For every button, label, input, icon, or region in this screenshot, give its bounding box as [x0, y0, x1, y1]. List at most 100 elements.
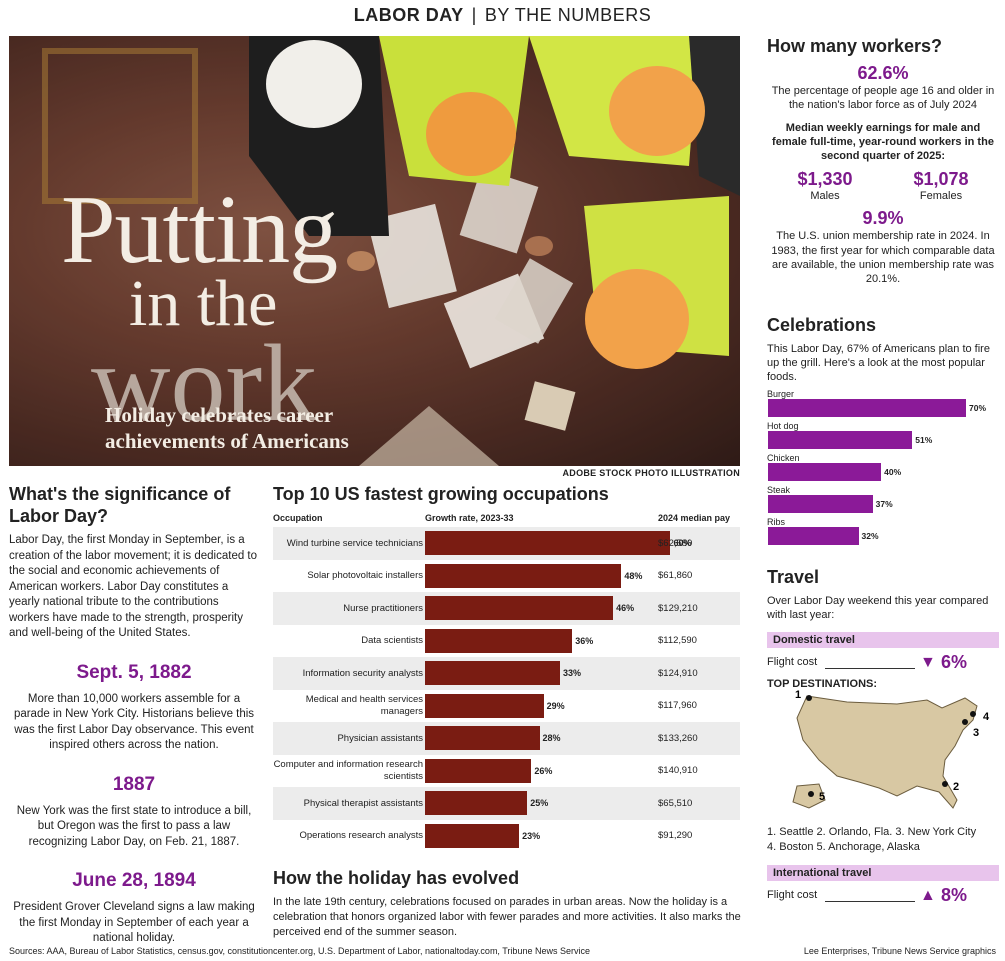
females-earnings: $1,078 Females: [913, 169, 968, 202]
food-value: 70%: [969, 402, 987, 413]
evolved-section: How the holiday has evolved In the late …: [273, 868, 743, 940]
marker-label: 4: [983, 711, 990, 723]
workers-title: How many workers?: [767, 36, 943, 56]
median-pay: $124,910: [658, 667, 698, 679]
marker-label: 3: [973, 727, 979, 739]
table-row: Information security analysts 33% $124,910: [273, 657, 740, 690]
hero-title: Putting in the work: [61, 181, 338, 444]
median-pay: $91,290: [658, 830, 693, 842]
marker-dot: [962, 719, 968, 726]
celebrations-title: Celebrations: [767, 314, 877, 335]
earnings-title: Median weekly earnings for male and fema…: [772, 121, 994, 163]
food-row: 32%: [767, 526, 999, 545]
significance-body: Labor Day, the first Monday in September…: [9, 534, 258, 640]
travel-intro: Over Labor Day weekend this year compare…: [767, 594, 989, 621]
growth-label: 36%: [575, 635, 594, 646]
marker-label: 1: [795, 690, 801, 701]
union-stat: 9.9%: [862, 208, 904, 229]
hero-subtitle: Holiday celebrates career achievements o…: [105, 403, 349, 454]
international-flight-cost: Flight cost ▲ 8%: [767, 885, 999, 909]
males-earnings: $1,330 Males: [797, 169, 852, 202]
travel-title: Travel: [767, 566, 820, 587]
labor-force-stat: 62.6%: [857, 63, 909, 83]
hero-title-line3: work: [91, 321, 318, 444]
food-row: 40%: [767, 462, 999, 481]
food-label: Burger: [767, 388, 795, 399]
table-row: Nurse practitioners 46% $129,210: [273, 592, 740, 625]
growth-bar: [425, 693, 544, 718]
males-label: Males: [810, 190, 840, 203]
destinations-legend: 1. Seattle 2. Orlando, Fla. 3. New York …: [767, 825, 999, 855]
labor-force-text: The percentage of people age 16 and olde…: [771, 85, 995, 112]
food-bar: [768, 430, 913, 449]
event-text: More than 10,000 workers assemble for a …: [13, 692, 255, 752]
occupation-name: Computer and information research scient…: [273, 759, 423, 782]
growth-label: 25%: [530, 798, 549, 809]
table-row: Medical and health services managers 29% $…: [273, 690, 740, 723]
event-date: June 28, 1894: [72, 870, 196, 892]
females-label: Females: [919, 190, 963, 203]
growth-bar: [425, 758, 532, 783]
foods-chart: Burger 70% Hot dog 51% Chicken 40% Steak 37% Rib…: [767, 389, 999, 545]
median-pay: $140,910: [658, 765, 698, 777]
header-label: LABOR DAY: [353, 4, 464, 25]
food-label: Steak: [767, 484, 791, 495]
growth-bar: [425, 661, 560, 685]
growth-bar: [425, 823, 520, 848]
celebrations-intro: This Labor Day, 67% of Americans plan to…: [767, 342, 990, 384]
food-row: 37%: [767, 494, 999, 513]
food-bar: [768, 462, 882, 481]
occupation-name: Data scientists: [361, 635, 423, 647]
growth-label: 46%: [616, 603, 635, 614]
food-label: Hot dog: [767, 420, 799, 431]
growth-label: 29%: [546, 700, 565, 711]
international-travel-band: International travel: [767, 864, 999, 881]
growth-label: 26%: [534, 765, 553, 776]
food-value: 40%: [884, 466, 902, 477]
right-column: How many workers? 62.6% The percentage o…: [767, 36, 999, 909]
growth-label: 33%: [563, 668, 582, 679]
marker-dot: [806, 695, 812, 702]
growth-label: 23%: [522, 830, 541, 841]
table-row: Physical therapist assistants 25% $65,510: [273, 787, 740, 820]
domestic-flight-value: 6%: [941, 652, 968, 673]
occupations-columns: Occupation Growth rate, 2023-33 2024 med…: [273, 511, 740, 527]
destinations-line: 4. Boston 5. Anchorage, Alaska: [767, 841, 920, 853]
occupation-name: Physical therapist assistants: [303, 797, 423, 809]
median-pay: $129,210: [658, 602, 698, 614]
occupations-chart: Top 10 US fastest growing occupations Oc…: [273, 484, 740, 852]
occupation-name: Medical and health services managers: [305, 694, 423, 717]
food-row: 51%: [767, 430, 999, 449]
earnings-row: $1,330 Males $1,078 Females: [767, 169, 999, 202]
up-arrow-icon: ▲: [920, 886, 936, 904]
food-bar: [768, 526, 859, 545]
marker-label: 5: [819, 791, 825, 803]
median-pay: $117,960: [658, 700, 697, 712]
marker-dot: [808, 791, 814, 798]
growth-bar: [425, 628, 573, 653]
col-pay: 2024 median pay: [658, 513, 731, 523]
significance-section: What's the significance of Labor Day? La…: [9, 484, 259, 947]
growth-bar: [425, 563, 622, 588]
occupation-name: Physician assistants: [337, 732, 423, 744]
food-value: 37%: [875, 498, 893, 509]
table-row: Physician assistants 28% $133,260: [273, 722, 740, 755]
domestic-travel-band: Domestic travel: [767, 632, 999, 649]
food-label: Chicken: [767, 452, 800, 463]
table-row: Wind turbine service technicians 60% $62,5…: [273, 527, 740, 560]
growth-label: 60%: [673, 538, 692, 549]
header-separator: |: [471, 4, 477, 25]
domestic-flight-cost: Flight cost ▼ 6%: [767, 652, 999, 676]
females-value: $1,078: [913, 169, 969, 190]
food-row: 70%: [767, 398, 999, 417]
page-header: LABOR DAY | BY THE NUMBERS: [0, 0, 1005, 30]
median-pay: $112,590: [658, 635, 697, 647]
event-text: President Grover Cleveland signs a law m…: [13, 901, 255, 945]
header-subtitle: BY THE NUMBERS: [484, 4, 652, 25]
sources: Sources: AAA, Bureau of Labor Statistics…: [9, 946, 590, 956]
down-arrow-icon: ▼: [920, 654, 936, 672]
table-row: Computer and information research scient…: [273, 755, 740, 788]
domestic-flight-label: Flight cost: [767, 656, 818, 669]
significance-title: What's the significance of Labor Day?: [9, 484, 231, 526]
us-map: 1 2 3 4 5: [792, 689, 990, 810]
